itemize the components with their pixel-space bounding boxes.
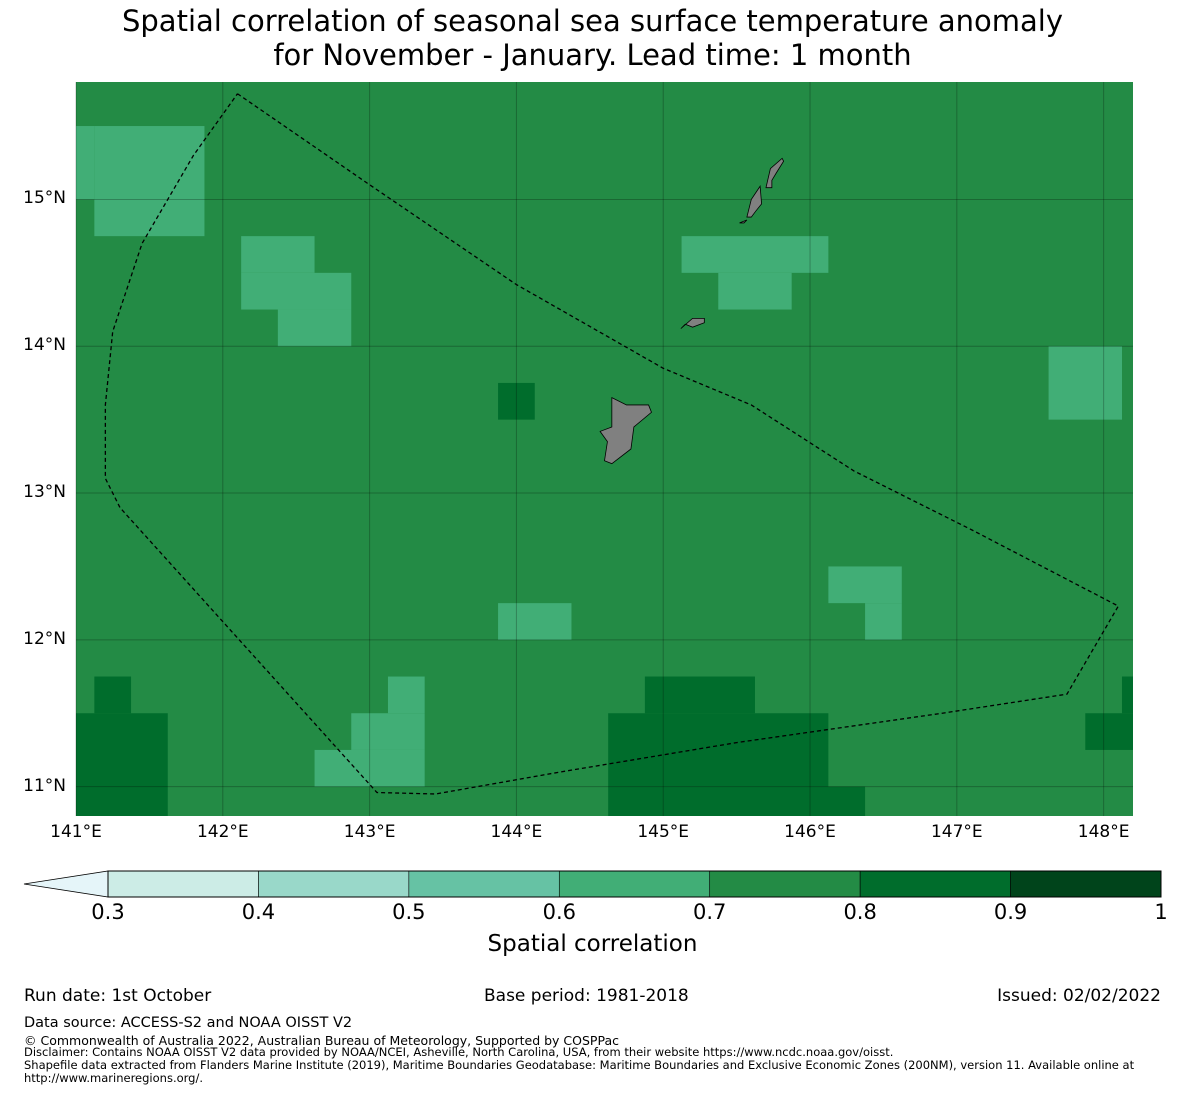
issued-date: Issued: 02/02/2022 — [997, 986, 1161, 1006]
longitude-tick-label: 147°E — [930, 822, 983, 842]
correlation-cell — [351, 713, 425, 750]
island-guam — [599, 396, 652, 465]
colorbar-segment — [408, 870, 560, 898]
correlation-cell — [314, 749, 425, 787]
colorbar-tick-label: 0.4 — [241, 900, 276, 924]
shapefile-credit: Shapefile data extracted from Flanders M… — [24, 1058, 1135, 1085]
map-plot — [75, 82, 1133, 816]
disclaimer: Disclaimer: Contains NOAA OISST V2 data … — [24, 1045, 894, 1059]
correlation-cell — [608, 713, 829, 787]
colorbar-label: Spatial correlation — [487, 931, 698, 957]
data-source: Data source: ACCESS-S2 and NOAA OISST V2 — [24, 1015, 353, 1031]
title-line-1: Spatial correlation of seasonal sea surf… — [121, 4, 1064, 38]
longitude-tick-label: 148°E — [1077, 822, 1130, 842]
colorbar-segment — [1010, 870, 1162, 898]
latitude-tick-label: 15°N — [23, 188, 66, 209]
latitude-tick-label: 12°N — [23, 628, 66, 649]
run-date: Run date: 1st October — [24, 986, 212, 1006]
correlation-cell — [1048, 346, 1122, 420]
correlation-cell — [865, 603, 902, 640]
island-rota — [680, 317, 705, 329]
colorbar-segment — [107, 870, 259, 898]
eez-boundary — [104, 93, 1120, 795]
correlation-cell — [498, 382, 535, 420]
longitude-tick-label: 141°E — [50, 822, 102, 842]
colorbar-tick-label: 0.5 — [392, 900, 426, 924]
colorbar-tick-label: 0.7 — [693, 900, 727, 924]
correlation-cell — [241, 272, 352, 310]
longitude-tick-label: 143°E — [343, 822, 396, 842]
latitude-tick-label: 14°N — [23, 335, 66, 356]
longitude-tick-label: 144°E — [490, 822, 543, 842]
title-line-2: for November - January. Lead time: 1 mon… — [273, 38, 912, 72]
correlation-cell — [277, 309, 352, 347]
correlation-cell — [828, 566, 902, 604]
colorbar-tick-label: 0.3 — [91, 900, 125, 924]
colorbar-outline — [107, 870, 1162, 898]
correlation-cell — [76, 126, 95, 200]
chart-title: Spatial correlation of seasonal sea surf… — [0, 4, 1185, 72]
map-background — [76, 82, 1133, 816]
correlation-cell — [681, 236, 829, 273]
correlation-cell — [76, 713, 168, 816]
longitude-tick-label: 142°E — [196, 822, 249, 842]
island-saipan — [765, 157, 785, 189]
correlation-cell — [1085, 713, 1133, 750]
longitude-tick-label: 145°E — [637, 822, 690, 842]
colorbar-tick-label: 0.6 — [542, 900, 576, 924]
copyright: © Commonwealth of Australia 2022, Austra… — [24, 1033, 619, 1048]
correlation-cell — [608, 786, 866, 816]
colorbar-segment — [859, 870, 1011, 898]
correlation-cell — [718, 272, 792, 310]
colorbar-segment — [558, 870, 711, 898]
correlation-cell — [1121, 676, 1133, 714]
correlation-cell — [498, 603, 572, 640]
colorbar-tick-label: 1 — [1154, 900, 1168, 924]
latitude-tick-label: 11°N — [23, 775, 66, 796]
island-tinian — [746, 185, 762, 218]
base-period: Base period: 1981-2018 — [484, 986, 689, 1006]
colorbar-segment — [258, 870, 410, 898]
colorbar-tick-label: 0.9 — [993, 900, 1028, 924]
colorbar-tick-label: 0.8 — [843, 900, 877, 924]
correlation-cell — [387, 676, 425, 714]
colorbar-segment — [709, 870, 861, 898]
correlation-cell — [94, 126, 205, 237]
correlation-cell — [644, 676, 755, 714]
correlation-cell — [241, 236, 315, 273]
longitude-tick-label: 146°E — [784, 822, 836, 842]
island-aguijan — [739, 219, 748, 224]
colorbar-extend-arrow — [23, 870, 109, 898]
latitude-tick-label: 13°N — [23, 482, 66, 503]
correlation-cell — [94, 676, 132, 714]
